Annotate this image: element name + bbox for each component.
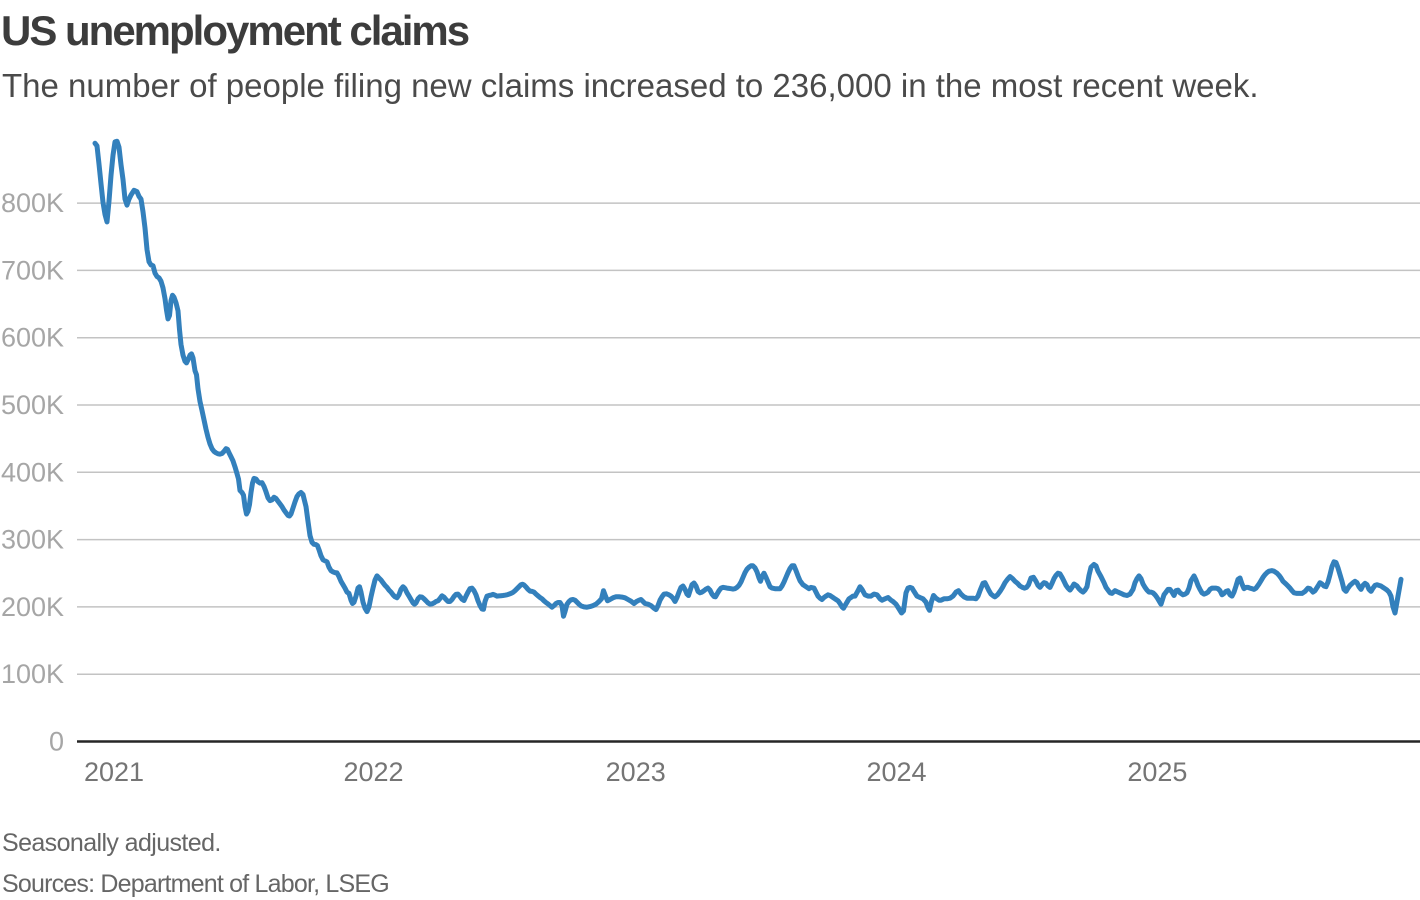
svg-text:2022: 2022	[343, 757, 403, 787]
svg-text:2024: 2024	[866, 757, 926, 787]
svg-text:2025: 2025	[1127, 757, 1187, 787]
svg-text:100K: 100K	[1, 659, 64, 689]
svg-text:600K: 600K	[1, 323, 64, 353]
svg-text:400K: 400K	[1, 457, 64, 487]
svg-text:2023: 2023	[606, 757, 666, 787]
svg-text:300K: 300K	[1, 525, 64, 555]
svg-text:200K: 200K	[1, 592, 64, 622]
svg-text:0: 0	[49, 727, 64, 757]
svg-text:800K: 800K	[1, 188, 64, 218]
svg-text:2021: 2021	[84, 757, 144, 787]
svg-text:700K: 700K	[1, 255, 64, 285]
svg-text:500K: 500K	[1, 390, 64, 420]
